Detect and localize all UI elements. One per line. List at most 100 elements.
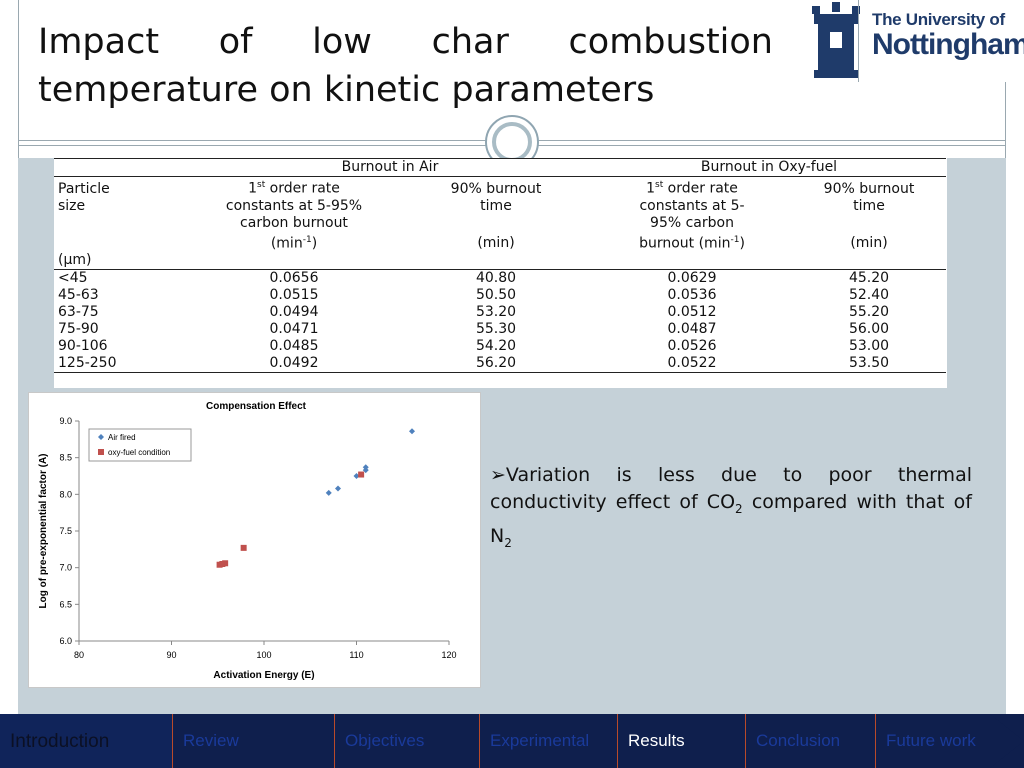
cell-size: 75-90 (58, 321, 99, 338)
cell-oxy-time: 52.40 (848, 287, 890, 304)
cell-size: 90-106 (58, 338, 108, 355)
col-header-size: size (58, 197, 86, 214)
cell-air-time: 50.50 (475, 287, 517, 304)
cell-oxy-time: 53.50 (848, 355, 890, 372)
y-tick-label: 7.5 (59, 526, 72, 536)
bullet-point: ➢Variation is less due to poor thermal c… (490, 462, 972, 557)
legend-marker-oxy (98, 449, 104, 455)
bullet-text-2: compared with that of N (490, 491, 972, 547)
cell-oxy-rate: 0.0512 (667, 304, 717, 321)
chart-title: Compensation Effect (206, 401, 307, 412)
logo-wordmark: The University of Nottingham (872, 10, 1024, 62)
nav-conclusion[interactable]: Conclusion (746, 714, 876, 768)
cell-oxy-time: 55.20 (848, 304, 890, 321)
header-frame-left (18, 0, 19, 158)
nav-objectives[interactable]: Objectives (335, 714, 480, 768)
x-tick-label: 100 (256, 650, 271, 660)
cell-air-rate: 0.0494 (269, 304, 319, 321)
col-header-oxy-rate-3: 95% carbon (650, 214, 734, 231)
col-header-air-rate-2: constants at 5-95% (225, 197, 363, 214)
col-header-oxy-rate-2: constants at 5- (639, 197, 745, 214)
bullet-sub-2: 2 (504, 535, 512, 550)
cell-air-rate: 0.0656 (269, 270, 319, 287)
university-logo: The University of Nottingham (808, 0, 1024, 82)
legend-box (88, 428, 192, 462)
y-tick-label: 6.0 (59, 636, 72, 646)
legend-marker-air (98, 434, 104, 440)
cell-size: 63-75 (58, 304, 99, 321)
table-row: 45-63 0.0515 50.50 0.0536 52.40 (54, 287, 946, 304)
y-tick-label: 8.5 (59, 453, 72, 463)
x-tick-label: 80 (74, 650, 84, 660)
cell-size: 125-250 (58, 355, 117, 372)
table-row: <45 0.0656 40.80 0.0629 45.20 (54, 270, 946, 288)
cell-air-rate: 0.0515 (269, 287, 319, 304)
nav-results[interactable]: Results (618, 714, 746, 768)
data-point-air (362, 464, 369, 471)
data-point-air (353, 473, 360, 479)
cell-size: <45 (58, 270, 88, 287)
col-header-oxy-time-2: time (853, 197, 885, 214)
y-tick-label: 7.0 (59, 563, 72, 573)
nav-experimental[interactable]: Experimental (480, 714, 618, 768)
data-point-air (409, 428, 415, 435)
x-tick-label: 120 (441, 650, 456, 660)
cell-air-time: 54.20 (475, 338, 517, 355)
x-tick-label: 110 (349, 650, 363, 660)
cell-air-time: 40.80 (475, 270, 517, 287)
cell-oxy-rate: 0.0536 (667, 287, 717, 304)
nav-arrow-icon (990, 714, 1024, 768)
compensation-chart: Compensation Effect 6.0 6.5 7.0 7.5 8.0 8.5 9.0… (38, 401, 457, 681)
cell-oxy-rate: 0.0629 (667, 270, 717, 287)
col-header-size-unit: (µm) (58, 252, 92, 269)
y-tick-label: 9.0 (59, 416, 72, 426)
legend-label-oxy: oxy-fuel condition (108, 448, 170, 457)
y-tick-label: 8.0 (59, 489, 72, 499)
x-tick-label: 90 (166, 650, 176, 660)
bullet-arrow-icon: ➢ (490, 464, 506, 486)
bullet-sub-1: 2 (735, 501, 743, 516)
kinetics-table: Burnout in Air Burnout in Oxy-fuel Parti… (54, 158, 946, 373)
data-point-oxy (358, 471, 365, 478)
logo-divider (858, 0, 859, 82)
nav-review[interactable]: Review (173, 714, 335, 768)
cell-air-time: 53.20 (475, 304, 517, 321)
x-axis-label: Activation Energy (E) (213, 670, 314, 681)
data-point-oxy (222, 560, 229, 567)
cell-oxy-rate: 0.0526 (667, 338, 717, 355)
table-row: 125-250 0.0492 56.20 0.0522 53.50 (54, 355, 946, 373)
slide-title: Impact of low char combustion temperatur… (38, 22, 773, 110)
cell-oxy-time: 53.00 (848, 338, 890, 355)
col-header-oxy-time-unit: (min) (850, 235, 888, 252)
castle-crest-icon (810, 2, 860, 82)
nav-future-work[interactable]: Future work (886, 731, 976, 750)
cell-oxy-time: 56.00 (848, 321, 890, 338)
col-header-oxy-rate-1: 1st order rate (646, 180, 738, 197)
data-point-air (325, 489, 332, 496)
group-header-air: Burnout in Air (341, 159, 439, 175)
cell-air-time: 56.20 (475, 355, 517, 372)
col-header-oxy-time-1: 90% burnout (823, 180, 915, 197)
group-header-oxy: Burnout in Oxy-fuel (700, 159, 838, 175)
cell-oxy-rate: 0.0487 (667, 321, 717, 338)
data-point-oxy (240, 544, 247, 551)
bullet-text-1: Variation is less due to poor thermal co… (490, 464, 972, 513)
table-row: 75-90 0.0471 55.30 0.0487 56.00 (54, 321, 946, 338)
col-header-air-rate-3: carbon burnout (240, 214, 348, 231)
cell-air-rate: 0.0485 (269, 338, 319, 355)
table-row: 90-106 0.0485 54.20 0.0526 53.00 (54, 338, 946, 355)
y-tick-label: 6.5 (59, 599, 72, 609)
nav-introduction[interactable]: Introduction (0, 714, 173, 768)
cell-air-rate: 0.0492 (269, 355, 319, 372)
data-point-air (335, 485, 341, 492)
col-header-air-time-2: time (480, 197, 512, 214)
cell-size: 45-63 (58, 287, 99, 304)
legend-label-air: Air fired (108, 433, 136, 442)
header-frame-right (1005, 82, 1006, 158)
section-nav-bar: Introduction Review Objectives Experimen… (0, 714, 1024, 768)
col-header-air-time-unit: (min) (477, 235, 515, 252)
col-header-particle: Particle (58, 180, 110, 197)
cell-oxy-rate: 0.0522 (667, 355, 717, 372)
cell-air-time: 55.30 (475, 321, 517, 338)
col-header-oxy-rate-unit: burnout (min-1) (639, 234, 745, 252)
